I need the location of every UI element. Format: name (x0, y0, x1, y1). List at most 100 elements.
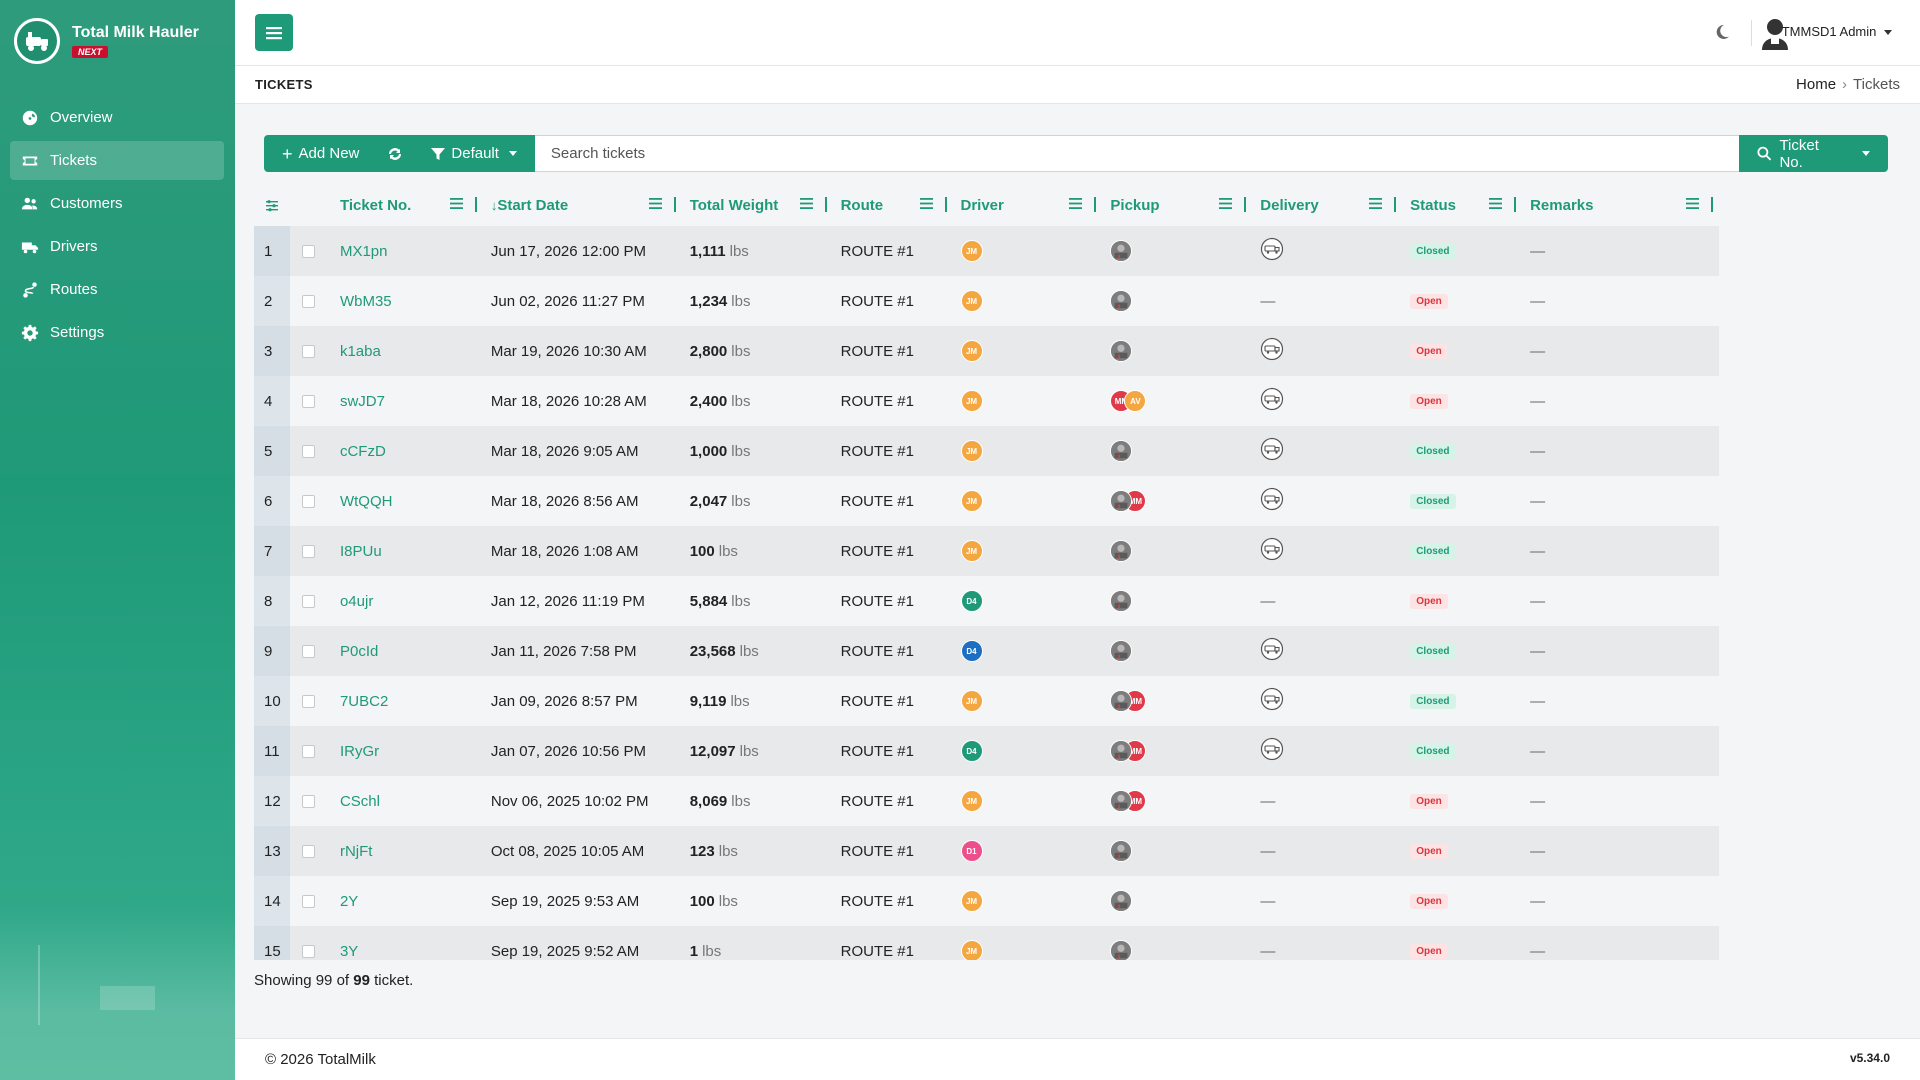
ticket-link[interactable]: rNjFt (339, 842, 373, 860)
delivery-truck-icon[interactable] (1260, 387, 1284, 415)
table-row[interactable]: 8 o4ujr Jan 12, 2026 11:19 PM 5,884 lbs ROUTE… (254, 576, 1719, 626)
column-menu-icon[interactable] (1219, 198, 1233, 209)
ticket-link[interactable]: I8PUu (339, 542, 382, 560)
user-menu[interactable]: TMMSD1 Admin (1782, 24, 1892, 39)
driver-avatar[interactable]: JM (960, 940, 983, 960)
driver-avatar[interactable]: JM (960, 290, 983, 312)
delivery-truck-icon[interactable] (1260, 537, 1284, 565)
driver-avatar[interactable]: JM (960, 340, 983, 362)
table-row[interactable]: 15 3Y Sep 19, 2025 9:52 AM 1 lbs ROUTE #1 JM — O… (254, 926, 1719, 960)
row-checkbox[interactable] (301, 894, 315, 908)
table-row[interactable]: 11 IRyGr Jan 07, 2026 10:56 PM 12,097 lbs ROU… (254, 726, 1719, 776)
ticket-link[interactable]: cCFzD (339, 442, 386, 460)
column-menu-icon[interactable] (1489, 198, 1503, 209)
row-checkbox[interactable] (301, 594, 315, 608)
sidebar-item-routes[interactable]: Routes (10, 270, 224, 309)
table-row[interactable]: 10 7UBC2 Jan 09, 2026 8:57 PM 9,119 lbs ROUTE… (254, 676, 1719, 726)
column-header-driver[interactable]: Driver (953, 184, 1103, 226)
table-row[interactable]: 7 I8PUu Mar 18, 2026 1:08 AM 100 lbs ROUTE #1… (254, 526, 1719, 576)
driver-avatar[interactable]: JM (960, 490, 983, 512)
delivery-truck-icon[interactable] (1260, 437, 1284, 465)
driver-avatar[interactable]: JM (960, 540, 983, 562)
delivery-truck-icon[interactable] (1260, 687, 1284, 715)
table-row[interactable]: 12 CSchl Nov 06, 2025 10:02 PM 8,069 lbs ROUT… (254, 776, 1719, 826)
delivery-truck-icon[interactable] (1260, 487, 1284, 515)
row-checkbox[interactable] (301, 494, 315, 508)
sidebar-item-tickets[interactable]: Tickets (10, 141, 224, 180)
refresh-button[interactable] (373, 135, 417, 172)
moon-icon[interactable] (1714, 24, 1730, 40)
column-menu-icon[interactable] (648, 198, 662, 209)
column-header-remarks[interactable]: Remarks (1522, 184, 1719, 226)
ticket-link[interactable]: o4ujr (339, 592, 374, 610)
add-new-button[interactable]: + Add New (268, 135, 373, 172)
driver-avatar[interactable]: D4 (960, 590, 983, 612)
column-menu-icon[interactable] (1069, 198, 1083, 209)
breadcrumb-home[interactable]: Home (1796, 76, 1837, 93)
sidebar-item-drivers[interactable]: Drivers (10, 227, 224, 266)
column-header-delivery[interactable]: Delivery (1252, 184, 1402, 226)
row-checkbox[interactable] (301, 844, 315, 858)
table-row[interactable]: 6 WtQQH Mar 18, 2026 8:56 AM 2,047 lbs ROUTE … (254, 476, 1719, 526)
column-resize-handle[interactable] (824, 197, 827, 212)
ticket-link[interactable]: swJD7 (339, 392, 385, 410)
ticket-link[interactable]: 3Y (339, 942, 359, 960)
table-row[interactable]: 5 cCFzD Mar 18, 2026 9:05 AM 1,000 lbs ROUTE … (254, 426, 1719, 476)
delivery-truck-icon[interactable] (1260, 737, 1284, 765)
row-checkbox[interactable] (301, 544, 315, 558)
ticket-link[interactable]: 2Y (339, 892, 359, 910)
row-checkbox[interactable] (301, 944, 315, 958)
column-resize-handle[interactable] (1514, 197, 1517, 212)
delivery-truck-icon[interactable] (1260, 237, 1284, 265)
column-header-pickup[interactable]: Pickup (1102, 184, 1252, 226)
row-checkbox[interactable] (301, 794, 315, 808)
column-menu-icon[interactable] (1369, 198, 1383, 209)
driver-avatar[interactable]: JM (960, 390, 983, 412)
driver-avatar[interactable]: JM (960, 240, 983, 262)
ticket-link[interactable]: 7UBC2 (339, 692, 389, 710)
sidebar-item-settings[interactable]: Settings (10, 313, 224, 352)
row-checkbox[interactable] (301, 394, 315, 408)
column-resize-handle[interactable] (1094, 197, 1097, 212)
row-checkbox[interactable] (301, 344, 315, 358)
filter-dropdown[interactable]: Default (417, 135, 531, 172)
driver-avatar[interactable]: JM (960, 690, 983, 712)
column-resize-handle[interactable] (1244, 197, 1247, 212)
delivery-truck-icon[interactable] (1260, 337, 1284, 365)
ticket-link[interactable]: CSchl (339, 792, 380, 810)
ticket-link[interactable]: P0cId (339, 642, 379, 660)
ticket-link[interactable]: WbM35 (339, 292, 392, 310)
search-field-dropdown[interactable]: Ticket No. (1739, 135, 1888, 172)
sidebar-item-overview[interactable]: Overview (10, 98, 224, 137)
column-resize-handle[interactable] (1394, 197, 1397, 212)
brand[interactable]: Total Milk Hauler NEXT (14, 18, 199, 64)
column-menu-icon[interactable] (449, 198, 463, 209)
table-row[interactable]: 4 swJD7 Mar 18, 2026 10:28 AM 2,400 lbs ROUTE… (254, 376, 1719, 426)
table-row[interactable]: 1 MX1pn Jun 17, 2026 12:00 PM 1,111 lbs ROUTE… (254, 226, 1719, 276)
user-avatar-icon[interactable] (1760, 16, 1790, 50)
column-resize-handle[interactable] (944, 197, 947, 212)
driver-avatar[interactable]: D4 (960, 640, 983, 662)
ticket-link[interactable]: k1aba (339, 342, 381, 360)
sidebar-toggle-button[interactable] (255, 14, 293, 51)
column-resize-handle[interactable] (474, 197, 477, 212)
driver-avatar[interactable]: JM (960, 790, 983, 812)
row-checkbox[interactable] (301, 694, 315, 708)
table-row[interactable]: 2 WbM35 Jun 02, 2026 11:27 PM 1,234 lbs ROUTE… (254, 276, 1719, 326)
column-header-ticket-no[interactable]: Ticket No. (332, 184, 483, 226)
column-header-start-date[interactable]: ↓ Start Date (483, 184, 682, 226)
column-header-route[interactable]: Route (833, 184, 953, 226)
column-header-total-weight[interactable]: Total Weight (682, 184, 833, 226)
column-resize-handle[interactable] (673, 197, 676, 212)
driver-avatar[interactable]: D4 (960, 740, 983, 762)
ticket-link[interactable]: MX1pn (339, 242, 388, 260)
column-menu-icon[interactable] (799, 198, 813, 209)
table-row[interactable]: 14 2Y Sep 19, 2025 9:53 AM 100 lbs ROUTE #1 JM… (254, 876, 1719, 926)
row-checkbox[interactable] (301, 744, 315, 758)
table-row[interactable]: 13 rNjFt Oct 08, 2025 10:05 AM 123 lbs ROUTE … (254, 826, 1719, 876)
ticket-link[interactable]: IRyGr (339, 742, 380, 760)
driver-avatar[interactable]: JM (960, 440, 983, 462)
delivery-truck-icon[interactable] (1260, 637, 1284, 665)
ticket-link[interactable]: WtQQH (339, 492, 393, 510)
table-row[interactable]: 9 P0cId Jan 11, 2026 7:58 PM 23,568 lbs ROUTE… (254, 626, 1719, 676)
